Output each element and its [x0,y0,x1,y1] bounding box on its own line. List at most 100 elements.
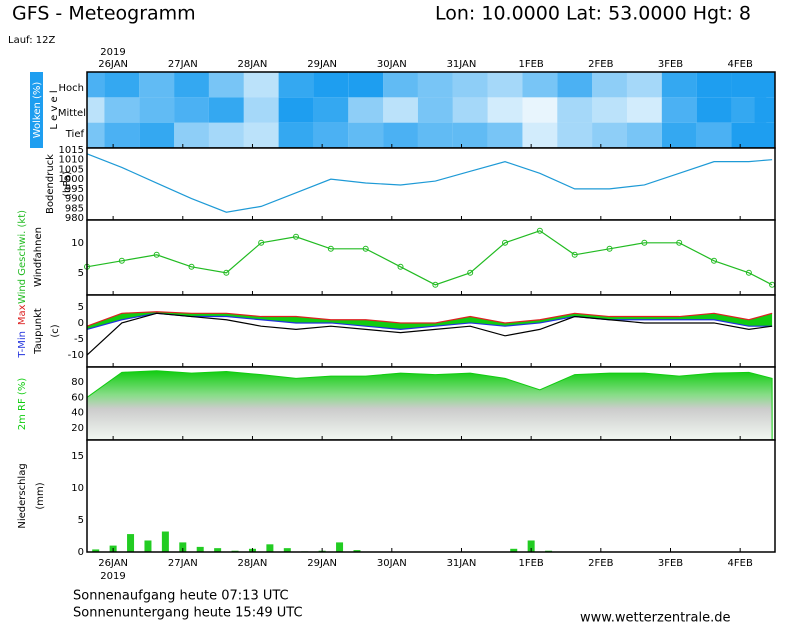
x-tick-label: 4FEB [728,558,753,569]
marker [502,239,509,246]
cloud-cell [754,97,775,123]
y-tick-label: -5 [74,334,84,345]
year-top: 2019 [100,47,125,58]
marker [571,251,578,258]
marker [118,257,125,264]
cloud-cell [278,72,314,98]
cloud-cell [754,72,775,98]
x-tick-label: 26JAN [98,59,128,70]
x-tick-label: 31JAN [447,59,477,70]
marker [467,269,474,276]
cloud-cell [348,97,384,123]
y-tick-label: 10 [71,238,84,249]
marker [536,227,543,234]
panel-bg [87,295,775,367]
bar [144,540,152,552]
cloud-cell [452,97,488,123]
cloud-cell [104,97,140,123]
cloud-cell [487,122,523,148]
x-tick-label: 1FEB [519,558,544,569]
y-tick-label: 40 [71,408,84,419]
cloud-cell [592,122,627,148]
legend-min: T-Min [17,331,28,359]
cloud-cell [139,72,175,98]
cloud-cell [661,122,697,148]
x-tick-label: 3FEB [658,59,683,70]
cloud-cell [139,122,175,148]
marker [711,257,718,264]
cloud-cell [557,122,593,148]
x-tick-label: 30JAN [377,59,407,70]
location: Lon: 10.0000 Lat: 53.0000 Hgt: 8 [435,3,751,25]
cloud-cell [348,72,384,98]
cloud-cell [522,72,558,98]
cloud-cell [383,97,418,123]
y-tick-label: 1000 [59,174,84,185]
bar [510,548,518,552]
cloud-cell [522,97,558,123]
cloud-cell [661,72,697,98]
y-tick-label: 995 [65,184,84,195]
year-bottom: 2019 [100,571,125,582]
y-tick-label: 1015 [59,145,84,156]
title: GFS - Meteogramm [12,3,196,25]
y-tick-label: 1005 [59,164,84,175]
y-label: Bodendruck [45,154,56,214]
cloud-cell [313,122,349,148]
y-label: Windfahnen [33,227,44,287]
y-tick-label: 10 [71,483,84,494]
bar [283,548,291,552]
marker [153,251,160,258]
cloud-cell [592,97,627,123]
y-tick-label: 985 [65,203,84,214]
y-tick-label: 5 [78,268,84,279]
level-name: Hoch [59,83,84,94]
cloud-cell [696,72,732,98]
y-label: Wind Geschwi. (kt) [17,210,28,304]
x-tick-label: 27JAN [168,59,198,70]
y-tick-label: 0 [78,318,84,329]
bar [127,534,135,552]
cloud-cell [452,122,488,148]
panel-bg [87,440,775,552]
cloud-cell [452,72,488,98]
cloud-cell [174,97,209,123]
bar [336,542,344,552]
bar [179,542,187,552]
marker [432,281,439,288]
cloud-cell [87,122,105,148]
marker [676,239,683,246]
marker [327,245,334,252]
cloud-cell [208,122,244,148]
run: Lauf: 12Z [8,35,55,46]
bar [527,540,535,552]
x-tick-label: 26JAN [98,558,128,569]
level-name: Tief [65,129,85,140]
legend-max: Max [17,304,28,325]
sunset: Sonnenuntergang heute 15:49 UTC [73,606,303,621]
cloud-cell [313,72,349,98]
source: www.wetterzentrale.de [580,611,730,625]
x-tick-label: 30JAN [377,558,407,569]
y-tick-label: 60 [71,392,84,403]
cloud-cell [174,122,209,148]
y-label: T-Min Max [17,304,28,358]
x-tick-label: 2FEB [588,59,613,70]
line [86,153,773,213]
marker [293,233,300,240]
y-label: (hPa) [62,171,73,197]
cloud-cell [661,97,697,123]
cloud-cell [626,72,662,98]
marker [641,239,648,246]
cloud-cell [208,72,244,98]
level-name: Mittel [58,108,86,119]
cloud-cell [626,97,662,123]
x-tick-label: 28JAN [238,59,268,70]
level-label: L e v e l [49,90,60,129]
bar [266,544,274,552]
y-tick-label: 15 [71,451,84,462]
cloud-cell [487,97,523,123]
y-tick-label: 1010 [59,155,84,166]
cloud-cell [104,72,140,98]
cloud-cell [696,122,732,148]
